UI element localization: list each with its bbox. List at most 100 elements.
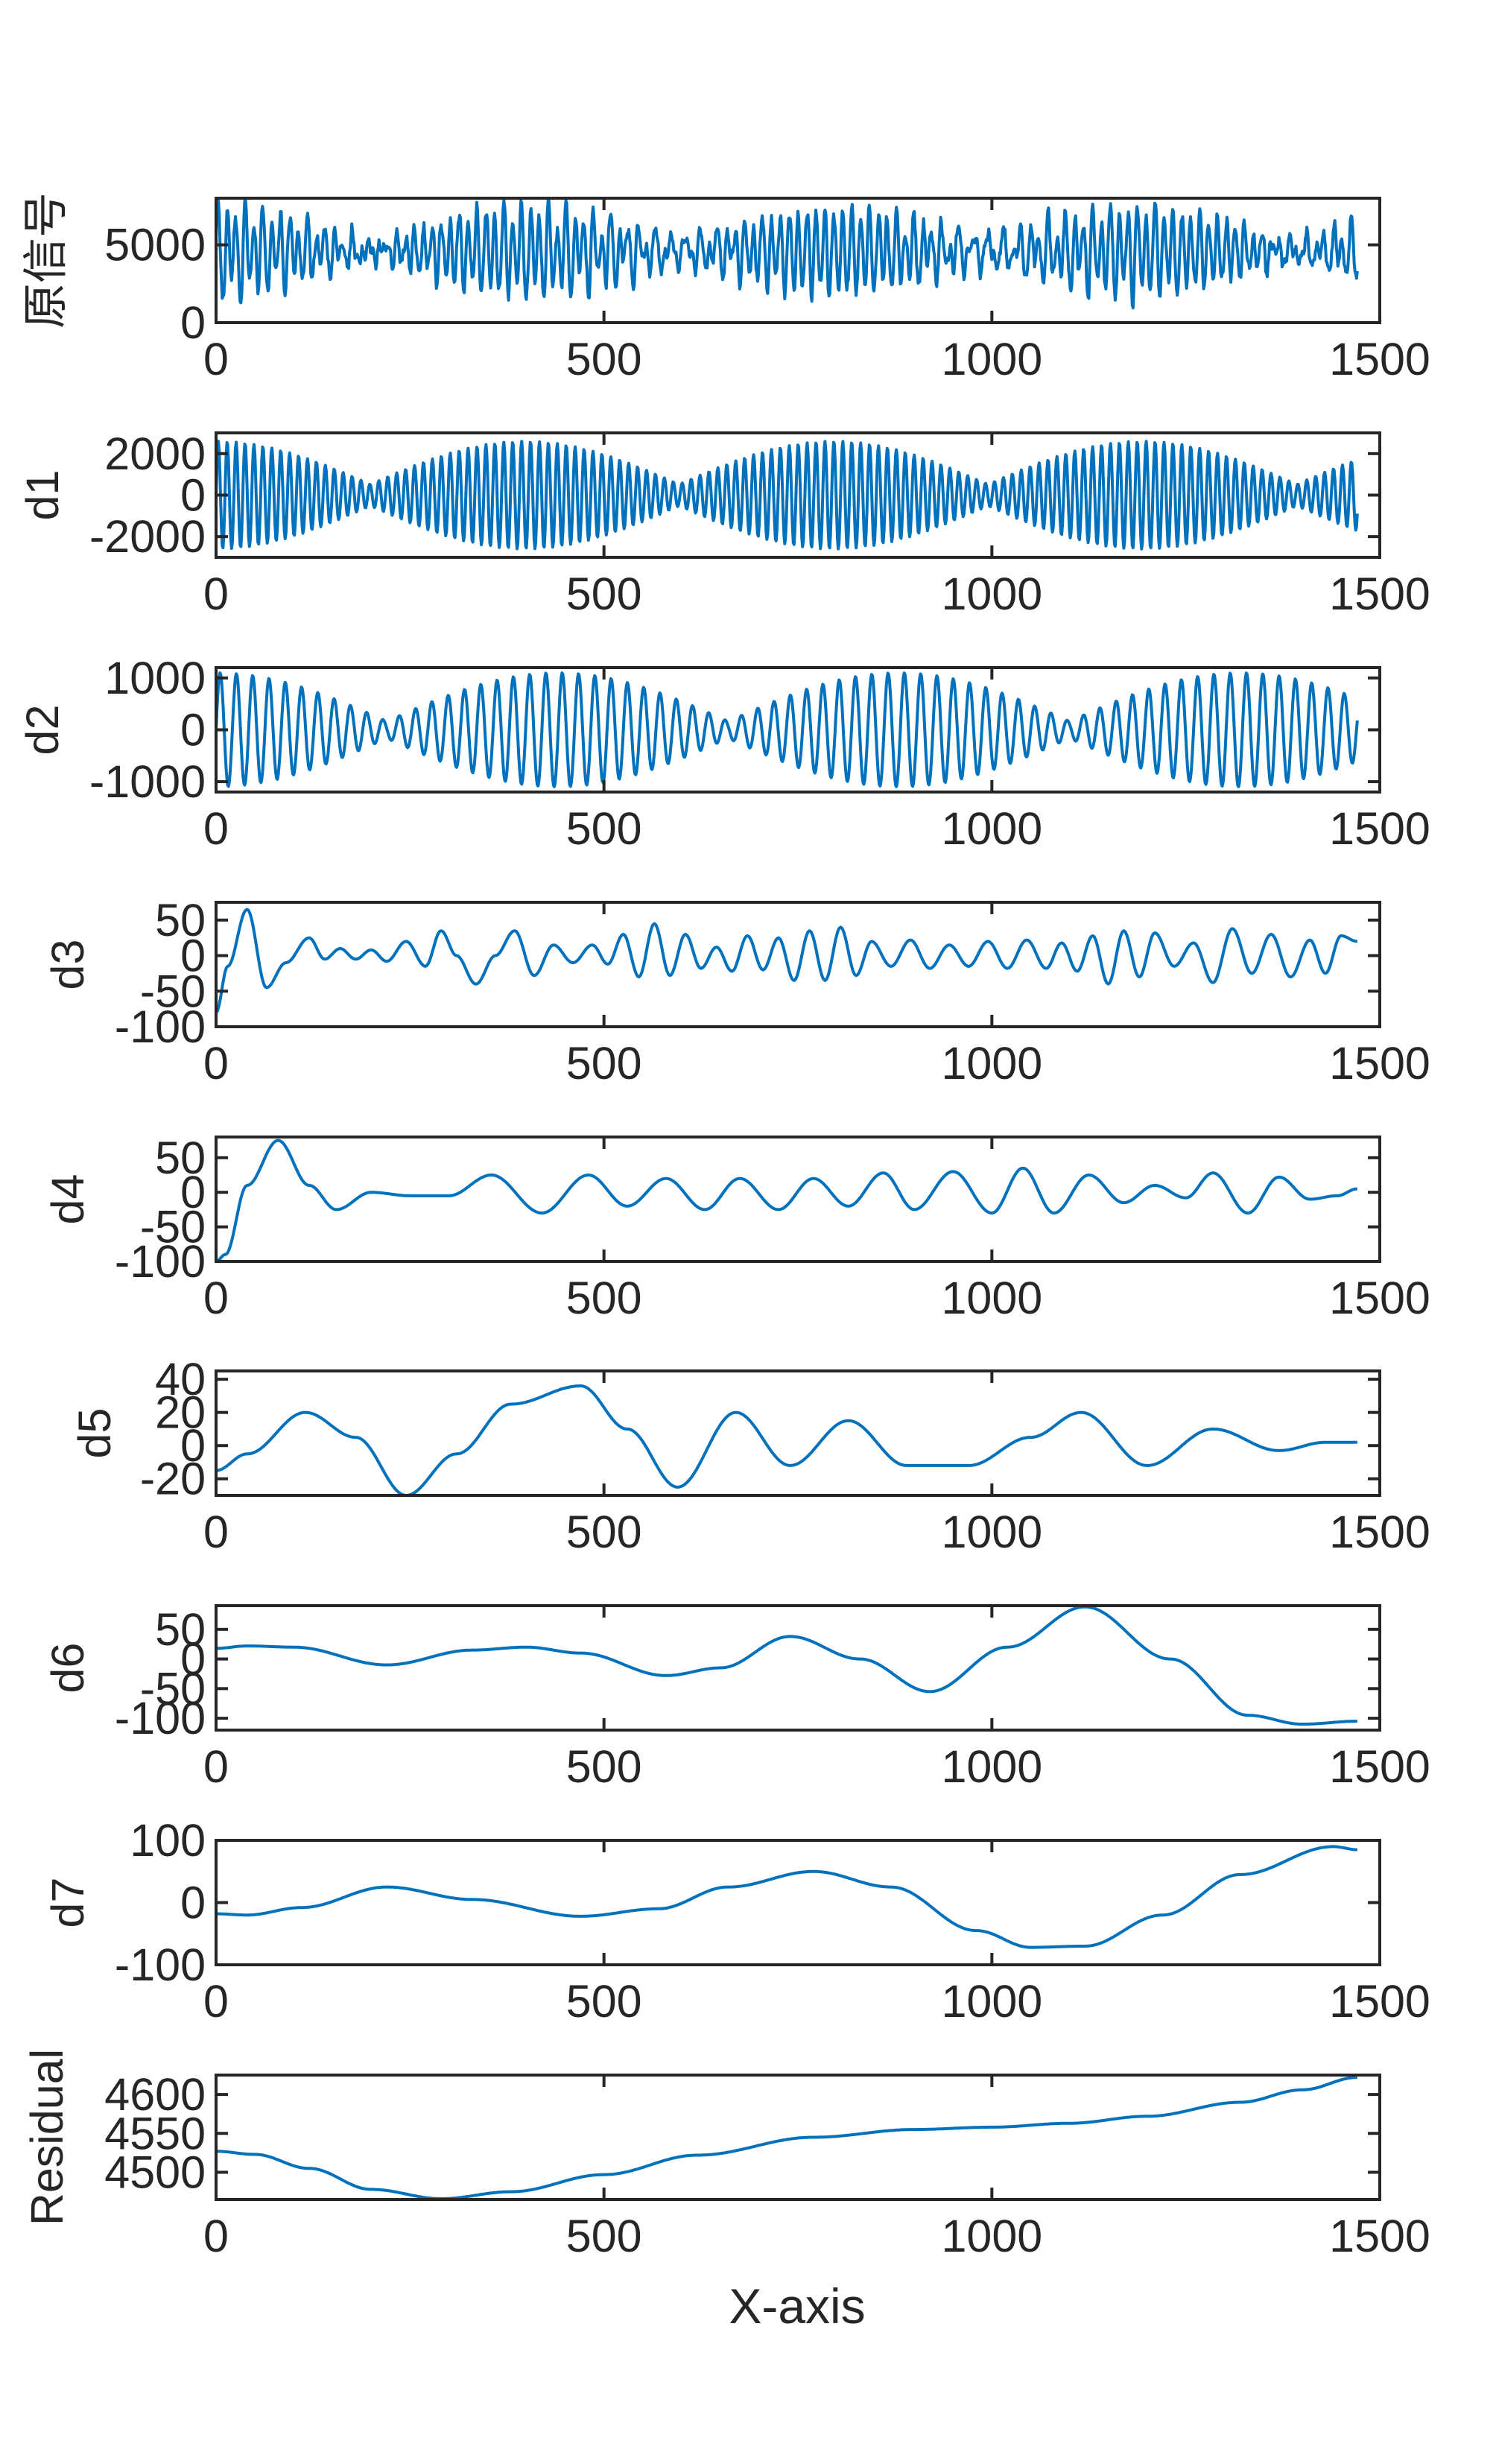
y-tick-label: 0 — [180, 1878, 206, 1928]
x-tick-label: 0 — [203, 1038, 229, 1089]
axes-box — [215, 1369, 1381, 1497]
x-tick-label: 500 — [566, 334, 642, 384]
x-tick-label: 1000 — [941, 1038, 1042, 1089]
y-axis-label: Residual — [22, 2049, 72, 2226]
y-axis-label: 原信号 — [20, 192, 71, 329]
series-line-9 — [216, 2076, 1357, 2200]
y-tick-label: 0 — [180, 931, 206, 981]
y-tick-label: 0 — [180, 297, 206, 348]
x-tick-label: 1000 — [941, 569, 1042, 619]
x-tick-label: 1500 — [1329, 569, 1430, 619]
series-line-1 — [215, 199, 1359, 310]
x-tick-label: 0 — [203, 1741, 229, 1792]
x-tick-label: 500 — [566, 1741, 642, 1792]
series-line-2 — [215, 440, 1359, 551]
y-tick-label: 4550 — [104, 2108, 206, 2159]
y-tick-label: -100 — [115, 1001, 206, 1052]
y-tick-label: -100 — [115, 1236, 206, 1287]
y-tick-label: 4600 — [104, 2069, 206, 2120]
x-tick-label: 500 — [566, 569, 642, 619]
y-tick-label: -100 — [115, 1939, 206, 1990]
x-tick-label: 500 — [566, 803, 642, 854]
axes-box — [215, 197, 1381, 324]
x-tick-label: 1500 — [1329, 1741, 1430, 1792]
y-axis-label: d6 — [42, 1643, 93, 1694]
x-tick-label: 0 — [203, 803, 229, 854]
y-tick-label: 0 — [180, 705, 206, 756]
x-tick-label: 1500 — [1329, 334, 1430, 384]
y-tick-label: -50 — [140, 966, 206, 1016]
x-tick-label: 500 — [566, 2211, 642, 2261]
y-tick-label: 2000 — [104, 428, 206, 479]
x-tick-label: 1500 — [1329, 2211, 1430, 2261]
y-tick-label: 100 — [130, 1815, 206, 1866]
x-tick-label: 1000 — [941, 803, 1042, 854]
series-line-8 — [216, 1845, 1357, 1949]
x-tick-label: 0 — [203, 1273, 229, 1323]
x-tick-label: 1500 — [1329, 1507, 1430, 1557]
y-tick-label: -20 — [140, 1454, 206, 1504]
y-tick-label: 0 — [180, 470, 206, 521]
axes-box — [215, 2074, 1381, 2201]
y-tick-label: 20 — [155, 1387, 206, 1438]
x-tick-label: 1000 — [941, 1273, 1042, 1323]
series-line-6 — [215, 1384, 1357, 1497]
y-tick-label: 50 — [155, 1133, 206, 1183]
y-tick-label: -100 — [115, 1693, 206, 1744]
x-tick-label: 1500 — [1329, 1038, 1430, 1089]
y-axis-label: d7 — [42, 1878, 93, 1928]
axes-box — [215, 901, 1381, 1028]
y-tick-label: -1000 — [89, 756, 206, 807]
x-tick-label: 0 — [203, 2211, 229, 2261]
axes-box — [215, 1604, 1381, 1732]
y-tick-label: -50 — [140, 1202, 206, 1252]
y-axis-label: d4 — [42, 1174, 93, 1225]
y-axis-label: d1 — [17, 470, 68, 521]
y-tick-label: 4500 — [104, 2147, 206, 2197]
y-tick-label: 5000 — [104, 220, 206, 270]
axes-box — [215, 1839, 1381, 1966]
series-line-5 — [215, 1138, 1357, 1263]
x-tick-label: 500 — [566, 1273, 642, 1323]
y-tick-label: 0 — [180, 1634, 206, 1685]
y-tick-label: 0 — [180, 1420, 206, 1471]
x-tick-label: 0 — [203, 1507, 229, 1557]
x-tick-label: 1000 — [941, 2211, 1042, 2261]
axes-box — [215, 1136, 1381, 1263]
y-tick-label: -2000 — [89, 511, 206, 562]
subplot-1: 0 500 1000 1500 0 5000 原信号 — [20, 192, 1430, 384]
y-tick-label: -50 — [140, 1663, 206, 1714]
series-line-3 — [215, 671, 1359, 788]
y-tick-label: 0 — [180, 1167, 206, 1217]
y-axis-label: d2 — [17, 705, 68, 756]
x-tick-label: 1000 — [941, 334, 1042, 384]
x-tick-label: 1000 — [941, 1976, 1042, 2027]
x-tick-label: 0 — [203, 569, 229, 619]
series-line-4 — [215, 908, 1357, 1014]
x-tick-label: 500 — [566, 1038, 642, 1089]
x-tick-label: 0 — [203, 334, 229, 384]
x-tick-label: 0 — [203, 1976, 229, 2027]
x-tick-label: 500 — [566, 1976, 642, 2027]
y-tick-label: 40 — [155, 1354, 206, 1404]
series-line-7 — [215, 1605, 1357, 1726]
y-tick-label: 50 — [155, 895, 206, 946]
x-tick-label: 1000 — [941, 1507, 1042, 1557]
y-tick-label: 1000 — [104, 653, 206, 703]
x-tick-label: 500 — [566, 1507, 642, 1557]
x-tick-label: 1000 — [941, 1741, 1042, 1792]
x-tick-label: 1500 — [1329, 1976, 1430, 2027]
x-tick-label: 1500 — [1329, 803, 1430, 854]
y-tick-label: 50 — [155, 1604, 206, 1655]
y-axis-label: d5 — [69, 1408, 120, 1459]
y-axis-label: d3 — [42, 940, 93, 990]
